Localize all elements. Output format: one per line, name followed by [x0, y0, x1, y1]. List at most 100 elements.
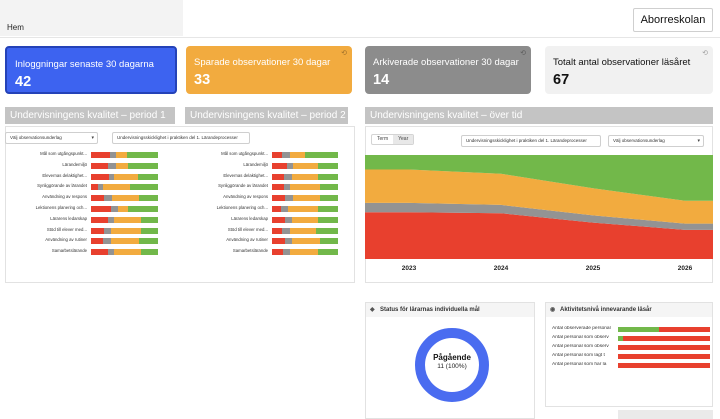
period1-bar-segment	[114, 216, 142, 223]
status-goals-title: Status för lärarnas individuella mål	[380, 307, 480, 313]
overtime-observation-dropdown[interactable]: Välj observationsunderlag ▾	[608, 135, 704, 147]
school-selector[interactable]: Aborreskolan	[633, 8, 713, 32]
period1-bar-label: Stöd till elever med...	[46, 226, 87, 232]
overtime-dropdown2-text: Välj observationsunderlag	[613, 138, 665, 143]
card-archived-label: Arkiverade observationer 30 dagar	[373, 57, 519, 68]
activity-green-segment	[618, 336, 623, 341]
activity-row-label: Antal personal som har la	[552, 362, 607, 367]
period2-stacked-bar[interactable]	[272, 227, 338, 234]
period2-title: Undervisningens kvalitet – period 2	[185, 107, 348, 124]
activity-row-bar[interactable]	[618, 363, 710, 368]
period1-bar-segment	[111, 206, 118, 212]
period2-bar-segment	[291, 238, 320, 245]
period2-stacked-bar[interactable]	[272, 184, 338, 191]
activity-row-bar[interactable]	[618, 336, 710, 341]
period1-stacked-bar[interactable]	[91, 227, 158, 234]
period1-stacked-bar[interactable]	[91, 184, 158, 191]
refresh-icon: ⟲	[702, 50, 708, 57]
period2-stacked-bar[interactable]	[272, 238, 338, 245]
period1-dropdown-text: Välj observationsunderlag	[10, 135, 62, 140]
overtime-process-dropdown[interactable]: Undervisningsskicklighet i praktiken del…	[461, 135, 601, 147]
period2-stacked-bar[interactable]	[272, 249, 338, 256]
activity-row-bar[interactable]	[618, 327, 710, 332]
card-saved-observations[interactable]: ⟲ Sparade observationer 30 dagar 33	[186, 46, 352, 94]
card-saved-label: Sparade observationer 30 dagar	[194, 57, 331, 68]
period2-bar-segment	[318, 216, 338, 223]
toggle-term[interactable]: Term	[377, 136, 389, 142]
period1-stacked-bar[interactable]	[91, 195, 158, 202]
period1-bar-segment	[141, 216, 158, 223]
term-year-toggle: Term Year	[371, 134, 415, 145]
card-logins[interactable]: Inloggningar senaste 30 dagarna 42	[5, 46, 177, 94]
period1-bar-segment	[107, 162, 116, 169]
period1-bar-segment	[141, 249, 158, 256]
period1-bar-segment	[127, 206, 158, 212]
period2-bar-segment	[289, 227, 317, 234]
period2-bar-label: Synliggörande av lärandet	[218, 183, 268, 189]
donut-ring	[415, 328, 489, 402]
period2-bar-segment	[272, 216, 286, 223]
period2-bar-segment	[318, 206, 338, 212]
activity-row-bar[interactable]	[618, 345, 710, 350]
activity-header: ◉ Aktivitetsnivå innevarande läsår	[546, 303, 712, 317]
period2-stacked-bar[interactable]	[272, 195, 338, 202]
period1-bar-segment	[107, 216, 115, 223]
period1-bar-label: Mål som utgångspunkt...	[40, 151, 87, 156]
period2-bar-segment	[319, 238, 338, 245]
period1-bar-segment	[103, 184, 130, 191]
period1-stacked-bar[interactable]	[91, 216, 158, 223]
period2-bar-segment	[286, 162, 294, 169]
period2-bar-segment	[281, 227, 290, 234]
x-tick-label: 2025	[586, 265, 601, 272]
period1-bar-segment	[103, 238, 112, 245]
toggle-year[interactable]: Year	[393, 135, 414, 144]
period1-bar-label: Lärandemiljö	[62, 161, 87, 167]
period1-bar-segment	[91, 206, 112, 212]
refresh-icon: ⟲	[341, 50, 347, 57]
card-total-observations[interactable]: ⟲ Totalt antal observationer läsåret 67	[545, 46, 713, 94]
period1-stacked-bar[interactable]	[91, 249, 158, 256]
activity-title: Aktivitetsnivå innevarande läsår	[560, 307, 652, 313]
period2-bar-segment	[272, 184, 284, 191]
period1-stacked-bar[interactable]	[91, 162, 158, 169]
period1-bar-segment	[91, 184, 98, 191]
status-donut	[415, 328, 489, 402]
period1-stacked-bar[interactable]	[91, 152, 158, 158]
period2-bar-segment	[318, 173, 338, 180]
period2-bar-segment	[316, 227, 338, 234]
period2-stacked-bar[interactable]	[272, 173, 338, 180]
period2-bar-segment	[283, 173, 292, 180]
card-logins-value: 42	[15, 74, 32, 90]
panel-footer-strip	[618, 410, 713, 419]
period1-bar-segment	[114, 173, 138, 180]
x-tick-label: 2023	[402, 265, 417, 272]
overtime-title: Undervisningens kvalitet – över tid	[365, 107, 713, 124]
period1-stacked-bar[interactable]	[91, 206, 158, 212]
nav-divider	[0, 37, 720, 38]
period2-bar-segment	[319, 195, 338, 202]
activity-row-bar[interactable]	[618, 354, 710, 359]
period2-bar-segment	[291, 173, 319, 180]
period1-bar-label: Användning av rutiner	[45, 237, 87, 243]
card-archived-observations[interactable]: ⟲ Arkiverade observationer 30 dagar 14	[365, 46, 531, 94]
period1-stacked-bar[interactable]	[91, 173, 158, 180]
period1-observation-dropdown[interactable]: Välj observationsunderlag ▾	[5, 132, 98, 144]
period2-bar-segment	[281, 206, 288, 212]
period2-stacked-bar[interactable]	[272, 162, 338, 169]
period2-observation-dropdown[interactable]: Undervisningsskicklighet i praktiken del…	[112, 132, 250, 144]
activity-row-label: Antal personal som lagt t	[552, 353, 605, 358]
period1-stacked-bar[interactable]	[91, 238, 158, 245]
nav-home-link[interactable]: Hem	[7, 23, 24, 32]
period2-dropdown-text: Undervisningsskicklighet i praktiken del…	[117, 135, 238, 140]
donut-status-value: 11 (100%)	[437, 363, 467, 370]
area-series-1	[365, 202, 713, 230]
area-series-3	[365, 155, 713, 201]
period2-bar-segment	[272, 249, 283, 256]
period2-stacked-bar[interactable]	[272, 152, 338, 158]
period2-bar-label: Lärarens ledarskap	[231, 215, 268, 221]
period2-stacked-bar[interactable]	[272, 206, 338, 212]
card-archived-value: 14	[373, 72, 390, 88]
period2-bar-segment	[272, 227, 282, 234]
period1-bar-segment	[91, 238, 104, 245]
period2-stacked-bar[interactable]	[272, 216, 338, 223]
